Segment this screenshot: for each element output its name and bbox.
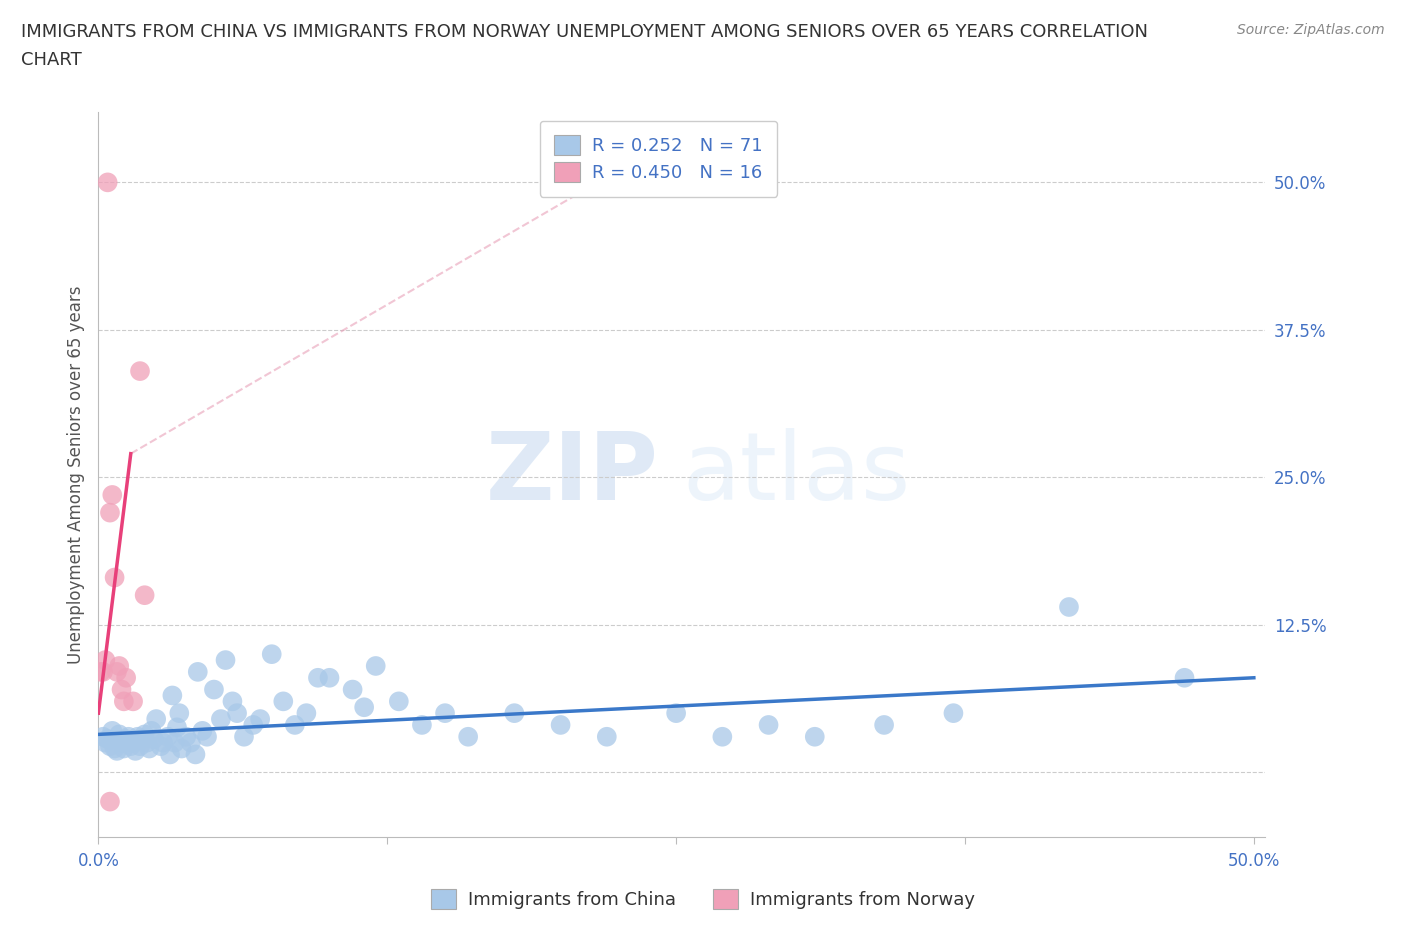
Text: CHART: CHART <box>21 51 82 69</box>
Point <box>1173 671 1195 685</box>
Y-axis label: Unemployment Among Seniors over 65 years: Unemployment Among Seniors over 65 years <box>66 286 84 663</box>
Point <box>873 718 896 733</box>
Point <box>91 664 114 679</box>
Point <box>260 646 283 661</box>
Point <box>353 699 375 714</box>
Point <box>596 729 619 744</box>
Point <box>307 671 329 685</box>
Point <box>136 736 159 751</box>
Point <box>174 729 197 744</box>
Point <box>457 729 479 744</box>
Point <box>284 718 307 733</box>
Point <box>209 711 232 726</box>
Point <box>97 175 120 190</box>
Point <box>104 570 127 585</box>
Point <box>163 736 186 751</box>
Point <box>134 588 156 603</box>
Point <box>105 664 128 679</box>
Point <box>214 653 236 668</box>
Point <box>91 729 114 744</box>
Point <box>156 729 179 744</box>
Point <box>411 718 433 733</box>
Point <box>364 658 387 673</box>
Point <box>434 706 457 721</box>
Point <box>94 653 117 668</box>
Point <box>145 711 167 726</box>
Point <box>758 718 780 733</box>
Point <box>221 694 243 709</box>
Point <box>184 747 207 762</box>
Text: IMMIGRANTS FROM CHINA VS IMMIGRANTS FROM NORWAY UNEMPLOYMENT AMONG SENIORS OVER : IMMIGRANTS FROM CHINA VS IMMIGRANTS FROM… <box>21 23 1149 41</box>
Point <box>550 718 572 733</box>
Point <box>124 743 146 758</box>
Point <box>388 694 411 709</box>
Point <box>105 743 128 758</box>
Point <box>110 682 132 697</box>
Point <box>94 736 117 751</box>
Point <box>110 736 132 751</box>
Point <box>226 706 249 721</box>
Text: Source: ZipAtlas.com: Source: ZipAtlas.com <box>1237 23 1385 37</box>
Point <box>112 741 135 756</box>
Point <box>665 706 688 721</box>
Point <box>131 732 153 747</box>
Point <box>195 729 218 744</box>
Point <box>117 729 139 744</box>
Point <box>1057 600 1080 615</box>
Point <box>142 732 165 747</box>
Point <box>942 706 965 721</box>
Point <box>233 729 256 744</box>
Point <box>104 741 127 756</box>
Point <box>711 729 734 744</box>
Point <box>169 706 191 721</box>
Point <box>503 706 526 721</box>
Legend: R = 0.252   N = 71, R = 0.450   N = 16: R = 0.252 N = 71, R = 0.450 N = 16 <box>540 121 778 196</box>
Point <box>249 711 271 726</box>
Point <box>166 720 188 735</box>
Point <box>141 724 163 738</box>
Point <box>108 727 131 742</box>
Point <box>129 364 152 379</box>
Text: ZIP: ZIP <box>485 429 658 520</box>
Point <box>98 738 121 753</box>
Point <box>295 706 318 721</box>
Point <box>242 718 264 733</box>
Point <box>90 664 112 679</box>
Point <box>318 671 340 685</box>
Point <box>152 736 174 751</box>
Point <box>108 658 131 673</box>
Point <box>101 487 124 502</box>
Point <box>138 741 160 756</box>
Point <box>122 694 145 709</box>
Point <box>98 794 121 809</box>
Point <box>97 732 120 747</box>
Point <box>129 738 152 753</box>
Point <box>112 694 135 709</box>
Point <box>162 688 184 703</box>
Point <box>159 747 181 762</box>
Text: atlas: atlas <box>682 429 910 520</box>
Point <box>271 694 294 709</box>
Point <box>170 741 193 756</box>
Point <box>187 664 209 679</box>
Legend: Immigrants from China, Immigrants from Norway: Immigrants from China, Immigrants from N… <box>423 882 983 916</box>
Point <box>149 738 172 753</box>
Point <box>115 671 138 685</box>
Point <box>191 724 214 738</box>
Point <box>202 682 225 697</box>
Point <box>101 724 124 738</box>
Point <box>120 738 142 753</box>
Point <box>127 729 149 744</box>
Point <box>180 736 202 751</box>
Point <box>115 732 138 747</box>
Point <box>134 727 156 742</box>
Point <box>122 736 145 751</box>
Point <box>98 505 121 520</box>
Point <box>804 729 827 744</box>
Point <box>342 682 364 697</box>
